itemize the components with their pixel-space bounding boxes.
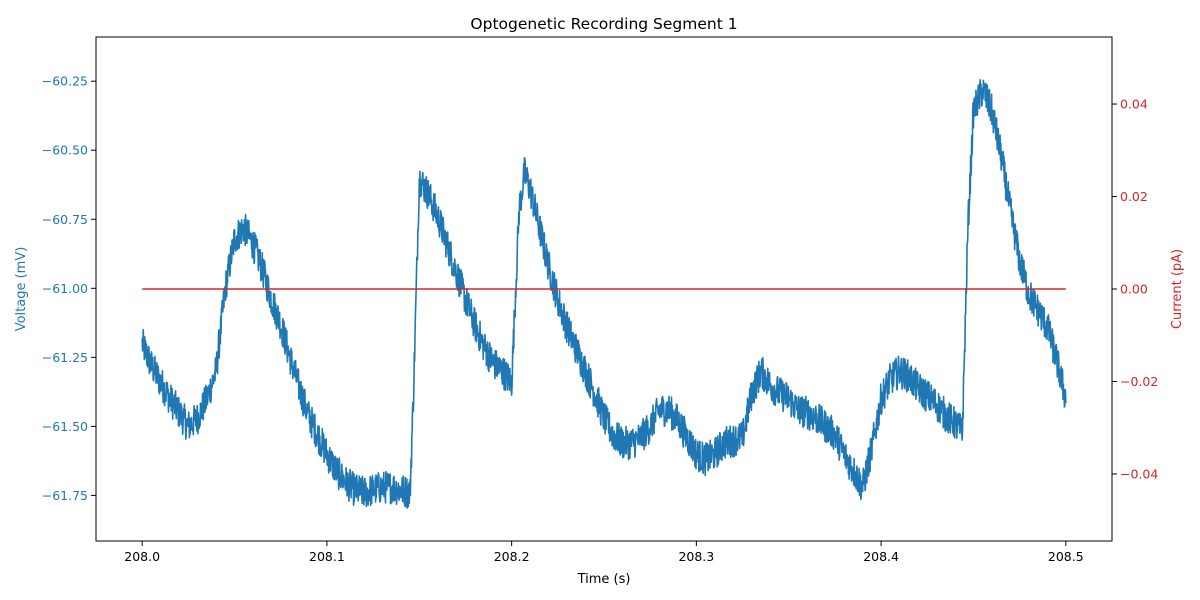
- y-left-tick-label: −60.50: [42, 143, 88, 158]
- y-left-tick-label: −61.75: [42, 488, 88, 503]
- x-tick-label: 208.4: [863, 549, 899, 564]
- y-left-tick-label: −61.00: [42, 281, 88, 296]
- voltage-series-line: [141, 78, 1067, 509]
- x-tick-label: 208.1: [309, 549, 345, 564]
- y-left-tick-label: −61.50: [42, 419, 88, 434]
- x-tick-label: 208.0: [124, 549, 160, 564]
- y-right-tick-label: 0.00: [1120, 282, 1148, 297]
- y-left-tick-label: −60.25: [42, 74, 88, 89]
- y-axis-left: −60.25 −60.50 −60.75 −61.00 −61.25 −61.50 −61.…: [42, 74, 96, 503]
- y-axis-right-label: Current (pA): [1170, 249, 1185, 329]
- x-axis-label: Time (s): [577, 572, 631, 587]
- x-tick-label: 208.3: [678, 549, 714, 564]
- y-axis-right: 0.04 0.02 0.00 −0.02 −0.04: [1112, 97, 1158, 481]
- chart-title: Optogenetic Recording Segment 1: [470, 15, 737, 33]
- x-axis: 208.0 208.1 208.2 208.3 208.4 208.5: [124, 541, 1084, 564]
- y-left-tick-label: −60.75: [42, 212, 88, 227]
- y-right-tick-label: −0.02: [1120, 374, 1158, 389]
- y-axis-left-label: Voltage (mV): [14, 247, 29, 332]
- y-right-tick-label: 0.02: [1120, 189, 1148, 204]
- y-left-tick-label: −61.25: [42, 350, 88, 365]
- y-right-tick-label: −0.04: [1120, 466, 1158, 481]
- x-tick-label: 208.2: [494, 549, 530, 564]
- y-right-tick-label: 0.04: [1120, 97, 1148, 112]
- x-tick-label: 208.5: [1048, 549, 1084, 564]
